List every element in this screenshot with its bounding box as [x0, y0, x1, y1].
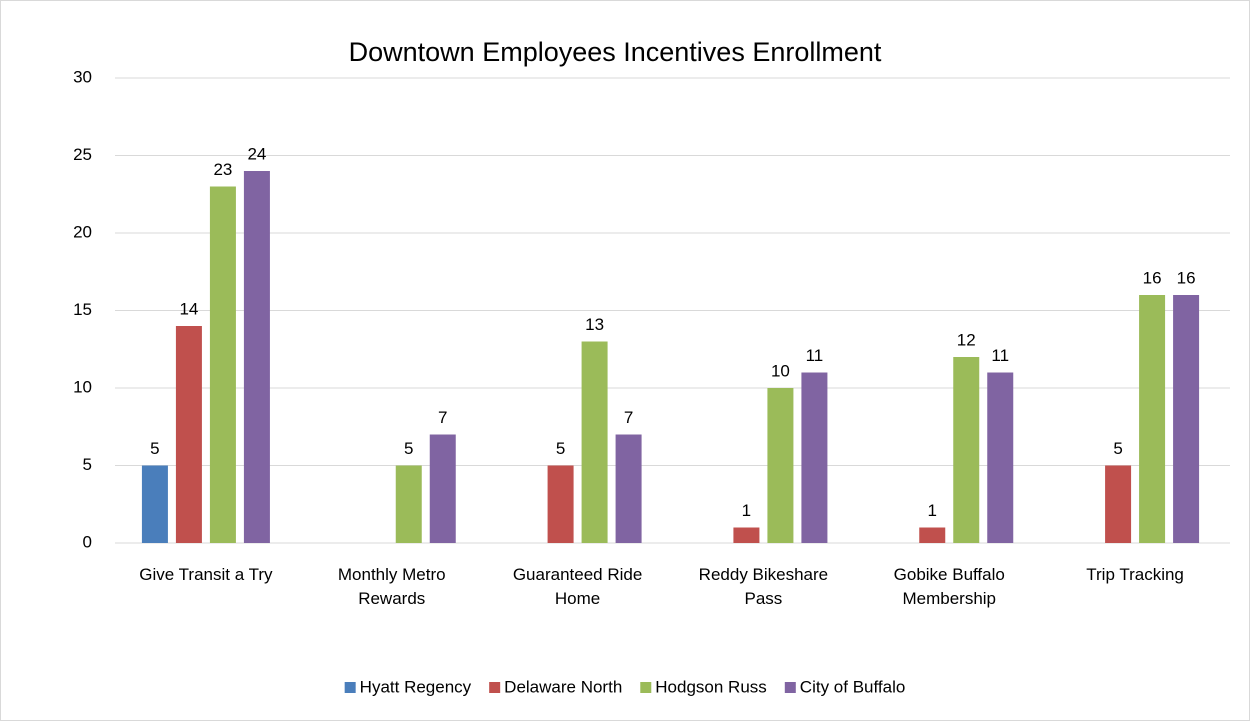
- bar: [615, 434, 642, 543]
- y-tick-label: 30: [73, 67, 92, 86]
- data-label: 7: [438, 408, 447, 427]
- y-tick-label: 25: [73, 145, 92, 164]
- data-label: 14: [179, 299, 198, 318]
- x-tick-label: Reddy Bikeshare Pass: [698, 565, 829, 608]
- data-label: 12: [957, 330, 976, 349]
- data-label: 16: [1143, 268, 1162, 287]
- y-tick-label: 0: [83, 532, 92, 551]
- x-tick-label: Guaranteed Ride Home: [512, 565, 643, 608]
- x-tick-label: Give Transit a Try: [139, 565, 273, 584]
- data-label: 11: [806, 346, 824, 365]
- data-label: 16: [1177, 268, 1196, 287]
- bar: [141, 465, 168, 543]
- bar: [581, 341, 608, 543]
- data-label: 10: [771, 361, 790, 380]
- legend-label: City of Buffalo: [800, 677, 906, 696]
- bar: [395, 465, 422, 543]
- bar: [953, 357, 980, 543]
- data-label: 1: [928, 501, 937, 520]
- legend-label: Delaware North: [504, 677, 622, 696]
- y-tick-label: 15: [73, 300, 92, 319]
- bar: [547, 465, 574, 543]
- y-tick-label: 5: [83, 455, 92, 474]
- bar: [175, 326, 202, 543]
- legend-swatch: [784, 682, 796, 693]
- bar: [1105, 465, 1132, 543]
- legend-label: Hyatt Regency: [360, 677, 472, 696]
- x-tick-label: Gobike Buffalo Membership: [893, 565, 1005, 608]
- bar: [987, 372, 1014, 543]
- bar: [801, 372, 828, 543]
- y-tick-label: 20: [73, 222, 92, 241]
- data-label: 5: [1113, 439, 1122, 458]
- data-label: 5: [556, 439, 565, 458]
- data-label: 7: [624, 408, 633, 427]
- legend-swatch: [344, 682, 356, 693]
- legend-swatch: [489, 682, 501, 693]
- data-label: 24: [247, 144, 266, 163]
- data-label: 1: [742, 501, 751, 520]
- bar: [733, 527, 760, 543]
- bar: [1139, 295, 1166, 543]
- legend-label: Hodgson Russ: [655, 677, 767, 696]
- y-tick-label: 10: [73, 377, 92, 396]
- data-label: 13: [585, 315, 604, 334]
- bar: [919, 527, 946, 543]
- legend-swatch: [640, 682, 652, 693]
- data-label: 23: [213, 160, 232, 179]
- data-label: 5: [150, 439, 159, 458]
- x-tick-label: Trip Tracking: [1086, 565, 1184, 584]
- bar: [209, 186, 236, 543]
- bar: [1173, 295, 1200, 543]
- bar: [767, 388, 794, 543]
- x-tick-label: Monthly Metro Rewards: [337, 565, 446, 608]
- data-label: 5: [404, 439, 413, 458]
- bar: [243, 171, 270, 543]
- chart-title: Downtown Employees Incentives Enrollment: [349, 37, 882, 67]
- bar: [429, 434, 456, 543]
- data-label: 11: [991, 346, 1009, 365]
